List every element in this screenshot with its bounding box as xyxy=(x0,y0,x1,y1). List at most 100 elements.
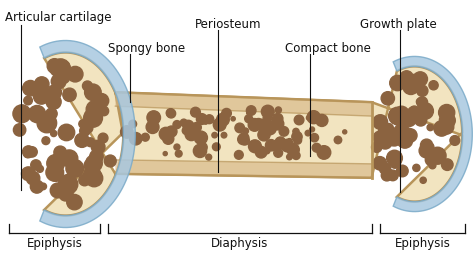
Circle shape xyxy=(255,146,267,158)
Circle shape xyxy=(439,113,456,128)
Circle shape xyxy=(59,188,72,201)
Circle shape xyxy=(83,123,93,133)
Circle shape xyxy=(27,147,37,157)
Text: Articular cartilage: Articular cartilage xyxy=(5,11,111,24)
Polygon shape xyxy=(393,56,472,212)
Circle shape xyxy=(163,133,174,144)
Circle shape xyxy=(316,115,328,126)
Circle shape xyxy=(312,143,321,152)
Circle shape xyxy=(387,150,402,166)
Circle shape xyxy=(31,160,41,170)
Circle shape xyxy=(175,150,182,157)
Circle shape xyxy=(86,155,102,172)
Circle shape xyxy=(275,107,282,113)
Circle shape xyxy=(272,118,284,130)
Circle shape xyxy=(389,109,402,122)
Circle shape xyxy=(58,175,78,194)
Circle shape xyxy=(276,120,280,124)
Circle shape xyxy=(80,126,90,136)
Text: Diaphysis: Diaphysis xyxy=(211,237,269,251)
Circle shape xyxy=(73,196,81,205)
Circle shape xyxy=(274,138,285,149)
Circle shape xyxy=(24,96,32,105)
Circle shape xyxy=(276,141,282,146)
Circle shape xyxy=(444,109,453,118)
Circle shape xyxy=(46,163,64,181)
Circle shape xyxy=(84,84,101,101)
Polygon shape xyxy=(115,92,372,116)
Circle shape xyxy=(317,118,321,123)
Circle shape xyxy=(404,129,417,142)
Circle shape xyxy=(429,81,438,90)
Circle shape xyxy=(173,120,181,129)
Circle shape xyxy=(279,126,289,136)
Circle shape xyxy=(84,159,97,172)
Circle shape xyxy=(94,94,109,108)
Circle shape xyxy=(294,136,301,144)
Circle shape xyxy=(201,133,206,138)
Circle shape xyxy=(61,150,78,167)
Circle shape xyxy=(86,138,95,147)
Circle shape xyxy=(28,106,46,123)
Circle shape xyxy=(237,134,248,145)
Circle shape xyxy=(129,120,137,128)
Circle shape xyxy=(409,106,419,116)
Circle shape xyxy=(381,132,395,146)
Circle shape xyxy=(258,129,270,141)
Circle shape xyxy=(426,143,434,151)
Circle shape xyxy=(167,109,176,118)
Circle shape xyxy=(191,122,201,132)
Circle shape xyxy=(390,75,405,91)
Circle shape xyxy=(91,140,105,154)
Circle shape xyxy=(147,111,161,124)
Circle shape xyxy=(248,119,261,131)
Circle shape xyxy=(317,146,331,159)
Text: Periosteum: Periosteum xyxy=(195,18,262,31)
Circle shape xyxy=(429,162,436,169)
Circle shape xyxy=(42,137,50,145)
Circle shape xyxy=(169,112,174,117)
Circle shape xyxy=(256,119,267,130)
Circle shape xyxy=(399,109,417,127)
Circle shape xyxy=(30,180,44,193)
Circle shape xyxy=(182,126,190,135)
Circle shape xyxy=(75,133,89,147)
Circle shape xyxy=(120,126,133,138)
Circle shape xyxy=(94,96,105,107)
Circle shape xyxy=(292,152,300,159)
Circle shape xyxy=(166,126,177,137)
Text: Epiphysis: Epiphysis xyxy=(27,237,82,251)
Circle shape xyxy=(434,121,449,136)
Circle shape xyxy=(47,85,62,100)
Circle shape xyxy=(51,74,66,89)
Circle shape xyxy=(243,128,248,134)
Circle shape xyxy=(23,146,35,158)
Circle shape xyxy=(58,124,75,141)
Circle shape xyxy=(409,107,416,115)
Circle shape xyxy=(217,113,229,126)
Circle shape xyxy=(381,170,392,181)
Circle shape xyxy=(212,143,220,151)
Circle shape xyxy=(273,113,283,124)
Circle shape xyxy=(51,66,59,75)
Text: Growth plate: Growth plate xyxy=(360,18,437,31)
Circle shape xyxy=(51,172,61,181)
Circle shape xyxy=(372,142,382,152)
Circle shape xyxy=(185,128,198,141)
Circle shape xyxy=(292,132,302,142)
Circle shape xyxy=(60,182,74,196)
Circle shape xyxy=(122,129,128,135)
Circle shape xyxy=(51,130,57,137)
Circle shape xyxy=(294,115,304,125)
Circle shape xyxy=(254,119,263,128)
Circle shape xyxy=(420,139,433,151)
Circle shape xyxy=(83,166,101,184)
Circle shape xyxy=(203,119,208,124)
Circle shape xyxy=(231,117,235,121)
Circle shape xyxy=(23,81,38,96)
Circle shape xyxy=(265,140,277,151)
Circle shape xyxy=(86,101,104,118)
Circle shape xyxy=(82,81,92,91)
Circle shape xyxy=(374,131,386,144)
Circle shape xyxy=(146,120,159,134)
